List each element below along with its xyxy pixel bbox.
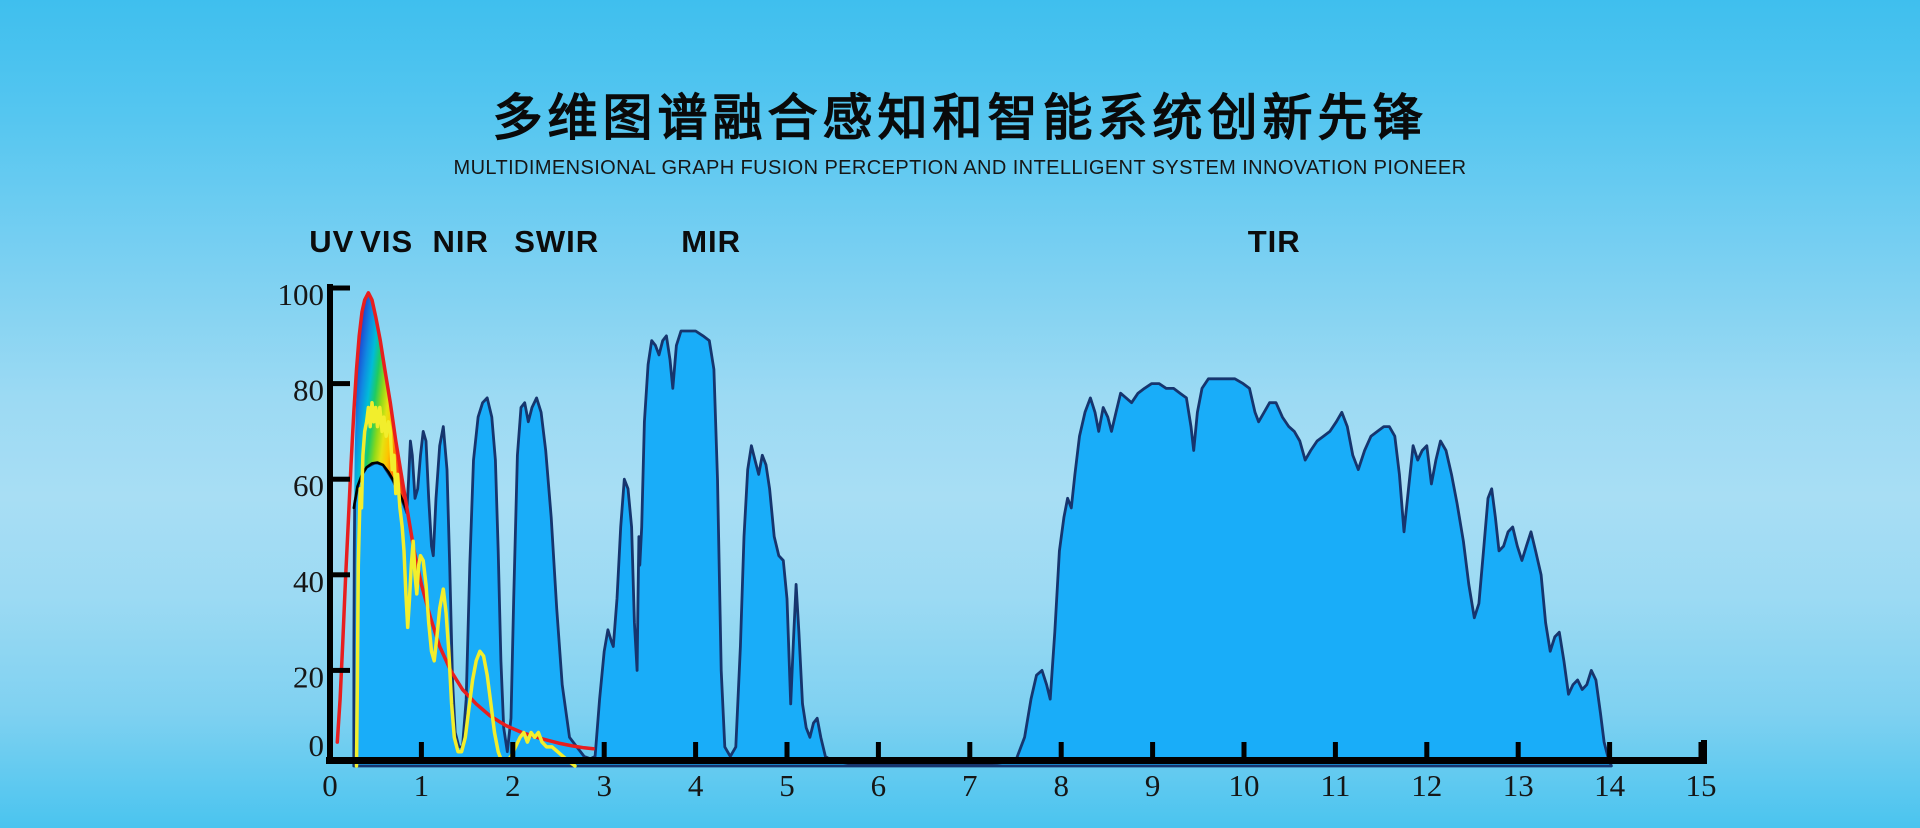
y-tick: [333, 285, 350, 291]
y-axis-line: [327, 284, 333, 764]
x-tick: [1150, 742, 1156, 757]
y-tick-label: 20: [293, 659, 324, 694]
x-tick-label: 14: [1594, 768, 1626, 803]
x-tick: [1058, 742, 1064, 757]
x-tick: [967, 742, 973, 757]
y-tick-label: 100: [278, 277, 325, 312]
x-tick-label: 5: [779, 768, 795, 803]
x-tick-label: 13: [1503, 768, 1534, 803]
y-tick-label: 60: [293, 468, 324, 503]
x-tick-label: 0: [322, 768, 338, 803]
x-tick: [510, 742, 516, 757]
y-tick-label: 40: [293, 564, 324, 599]
x-tick: [784, 742, 790, 757]
x-tick: [418, 742, 424, 757]
y-tick: [333, 381, 350, 387]
y-tick-label: 0: [309, 728, 325, 763]
band-label-tir: TIR: [1247, 224, 1301, 259]
transmission-area: [352, 329, 1613, 768]
x-tick: [693, 742, 699, 757]
x-tick-label: 2: [505, 768, 521, 803]
page-title: 多维图谱融合感知和智能系统创新先锋: [492, 90, 1428, 146]
x-tick-label: 11: [1320, 768, 1350, 803]
band-label-uv: UV: [309, 224, 355, 259]
x-tick: [1241, 742, 1247, 757]
x-tick-label: 8: [1053, 768, 1069, 803]
x-tick-label: 6: [871, 768, 887, 803]
solar-irradiance-curve: [354, 400, 577, 768]
x-tick-label: 1: [414, 768, 430, 803]
x-tick: [1515, 742, 1521, 757]
x-tick-label: 4: [688, 768, 704, 803]
x-tick-label: 10: [1229, 768, 1260, 803]
band-label-vis: VIS: [360, 224, 414, 259]
x-tick: [601, 742, 607, 757]
x-tick: [1424, 742, 1430, 757]
x-tick-label: 7: [962, 768, 978, 803]
x-tick: [1698, 742, 1704, 757]
x-tick: [1332, 742, 1338, 757]
x-tick-label: 15: [1686, 768, 1717, 803]
y-tick: [333, 667, 350, 673]
y-tick-label: 80: [293, 373, 324, 408]
x-tick: [875, 742, 881, 757]
x-axis-line: [326, 757, 1707, 764]
x-axis-end-cap: [1701, 740, 1707, 764]
x-tick-label: 3: [596, 768, 612, 803]
x-tick: [1607, 742, 1613, 757]
band-label-nir: NIR: [432, 224, 489, 259]
band-label-swir: SWIR: [514, 224, 600, 259]
band-label-mir: MIR: [681, 224, 742, 259]
blackbody-envelope-curve: [335, 291, 595, 751]
x-tick-label: 12: [1411, 768, 1442, 803]
x-tick-label: 9: [1145, 768, 1161, 803]
page-subtitle: MULTIDIMENSIONAL GRAPH FUSION PERCEPTION…: [453, 157, 1467, 179]
y-tick: [333, 476, 350, 482]
y-tick: [333, 572, 350, 578]
